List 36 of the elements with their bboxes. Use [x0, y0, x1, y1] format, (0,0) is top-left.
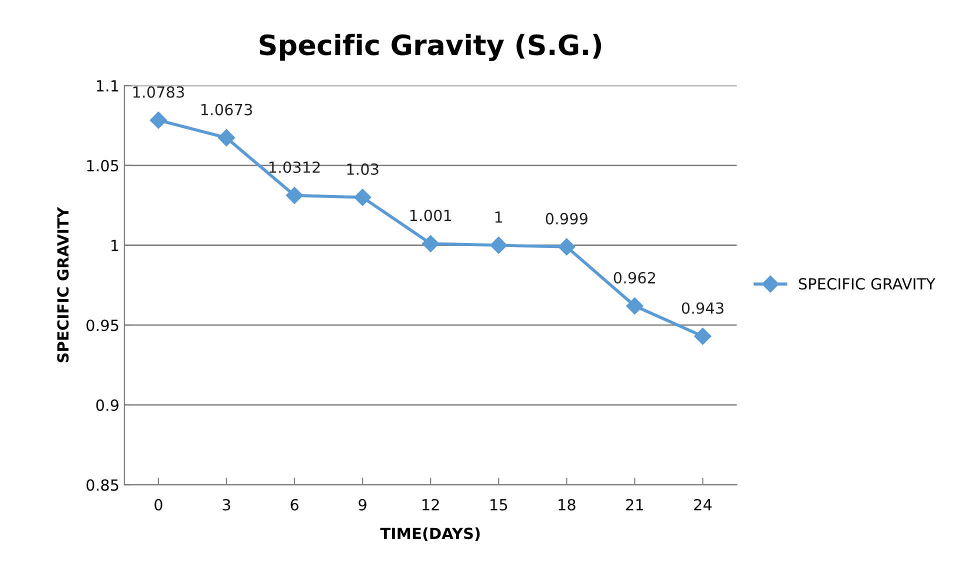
- data-label: 0.943: [682, 302, 724, 314]
- y-tick-label: 0.95: [86, 320, 118, 332]
- point: [694, 328, 712, 345]
- point: [626, 297, 644, 314]
- x-tick-label: 15: [490, 499, 508, 511]
- x-tick-label: 18: [558, 498, 576, 511]
- x-tick-label: 9: [358, 498, 366, 511]
- data-label: 1.0673: [201, 104, 252, 116]
- data-label: 1.03: [347, 163, 378, 175]
- x-tick-label: 6: [290, 498, 298, 511]
- y-tick-label: 1.05: [87, 160, 118, 172]
- x-axis-title: TIME(DAYS): [380, 527, 480, 541]
- point: [286, 186, 304, 204]
- x-tick-label: 21: [626, 498, 644, 510]
- y-tick-label: 0.9: [96, 399, 118, 411]
- x-tick-label: 3: [222, 498, 230, 511]
- y-axis-title: SPECIFIC GRAVITY: [57, 206, 69, 362]
- data-label: 0.962: [614, 272, 656, 284]
- x-tick-label: 0: [154, 498, 162, 511]
- point: [354, 188, 372, 206]
- y-tick-label: 1: [112, 240, 118, 252]
- y-tick-label: 0.85: [86, 479, 118, 491]
- point: [490, 236, 508, 254]
- x-tick-label: 12: [422, 498, 439, 510]
- data-label: 1: [495, 211, 502, 223]
- point: [150, 112, 167, 129]
- y-tick-label: 1.1: [96, 80, 118, 92]
- point: [558, 238, 576, 256]
- data-label: 1.001: [410, 210, 452, 222]
- point: [218, 129, 236, 146]
- point: [422, 235, 440, 252]
- legend-label: SPECIFIC GRAVITY: [798, 278, 936, 290]
- data-label: 0.999: [546, 212, 588, 224]
- data-label: 1.0783: [133, 86, 184, 98]
- x-tick-label: 24: [694, 498, 712, 510]
- chart-title: Specific Gravity (S.G.): [260, 34, 602, 61]
